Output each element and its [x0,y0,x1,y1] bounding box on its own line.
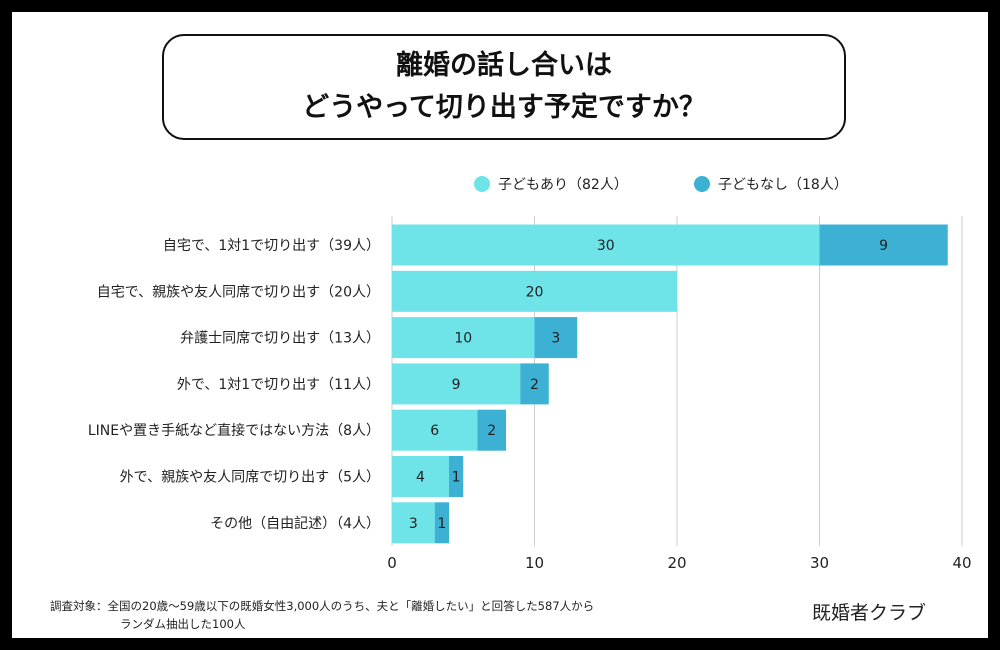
x-tick-label: 0 [387,554,397,572]
x-tick-label: 30 [810,554,829,572]
chart-title-line-2: どうやって切り出す予定ですか？ [302,92,706,123]
legend-label: 子どもなし（18人） [718,177,848,193]
data-label: 2 [487,423,496,439]
footnote-line-2: ランダム抽出した100人 [120,617,246,631]
bar-segment [392,317,535,359]
category-label: 外で、親族や友人同席で切り出す（5人） [120,470,380,486]
legend-label: 子どもあり（82人） [498,177,628,193]
data-label: 6 [430,423,439,439]
data-label: 9 [879,238,888,254]
data-label: 10 [454,331,472,347]
chart-title-line-1: 離婚の話し合いは [396,50,612,81]
bar-segment [449,456,464,497]
category-label: 弁護士同席で切り出す（13人） [180,331,380,347]
bar-segment [392,363,521,405]
bar-segment [392,502,435,544]
x-tick-label: 10 [525,554,544,572]
x-tick-label: 40 [952,554,971,572]
footnote-line-1: 調査対象：全国の20歳〜59歳以下の既婚女性3,000人のうち、夫と「離婚したい… [50,599,595,613]
category-label: 外で、1対1で切り出す（11人） [177,377,380,393]
data-label: 2 [530,377,539,393]
bar-segment [819,224,948,266]
bar-segment [392,409,478,451]
legend-marker [694,176,710,192]
bar-segment [434,502,449,544]
bar-segment [392,224,820,266]
bar-segment [520,363,549,405]
data-label: 30 [597,238,615,254]
bar-segment [534,317,578,359]
chart-card: 離婚の話し合いは どうやって切り出す予定ですか？ 0 10 20 30 40 自宅で、1対… [12,12,988,638]
data-label: 1 [452,470,461,486]
data-label: 1 [437,516,446,532]
bar-segment [392,456,449,497]
data-label: 3 [551,331,560,347]
brand-name: 既婚者クラブ [812,602,927,624]
category-label: 自宅で、1対1で切り出す（39人） [163,238,380,254]
data-label: 20 [526,284,544,300]
category-label: 自宅で、親族や友人同席で切り出す（20人） [97,284,380,300]
bar-segment [392,270,677,312]
data-label: 4 [416,470,425,486]
category-label: その他（自由記述）（4人） [210,515,380,532]
x-tick-label: 20 [667,554,686,572]
data-label: 9 [452,377,461,393]
bar-segment [477,409,506,451]
legend-marker [474,176,490,192]
data-label: 3 [409,516,418,532]
stacked-bar-chart: 0 10 20 30 40 自宅で、1対1で切り出す（39人） 30 9 自宅で、親族や友人同席… [88,176,972,572]
title-box: 離婚の話し合いは どうやって切り出す予定ですか？ [162,34,846,140]
category-label: LINEや置き手紙など直接ではない方法（8人） [88,422,380,439]
survey-footnote: 調査対象：全国の20歳〜59歳以下の既婚女性3,000人のうち、夫と「離婚したい… [50,597,594,633]
